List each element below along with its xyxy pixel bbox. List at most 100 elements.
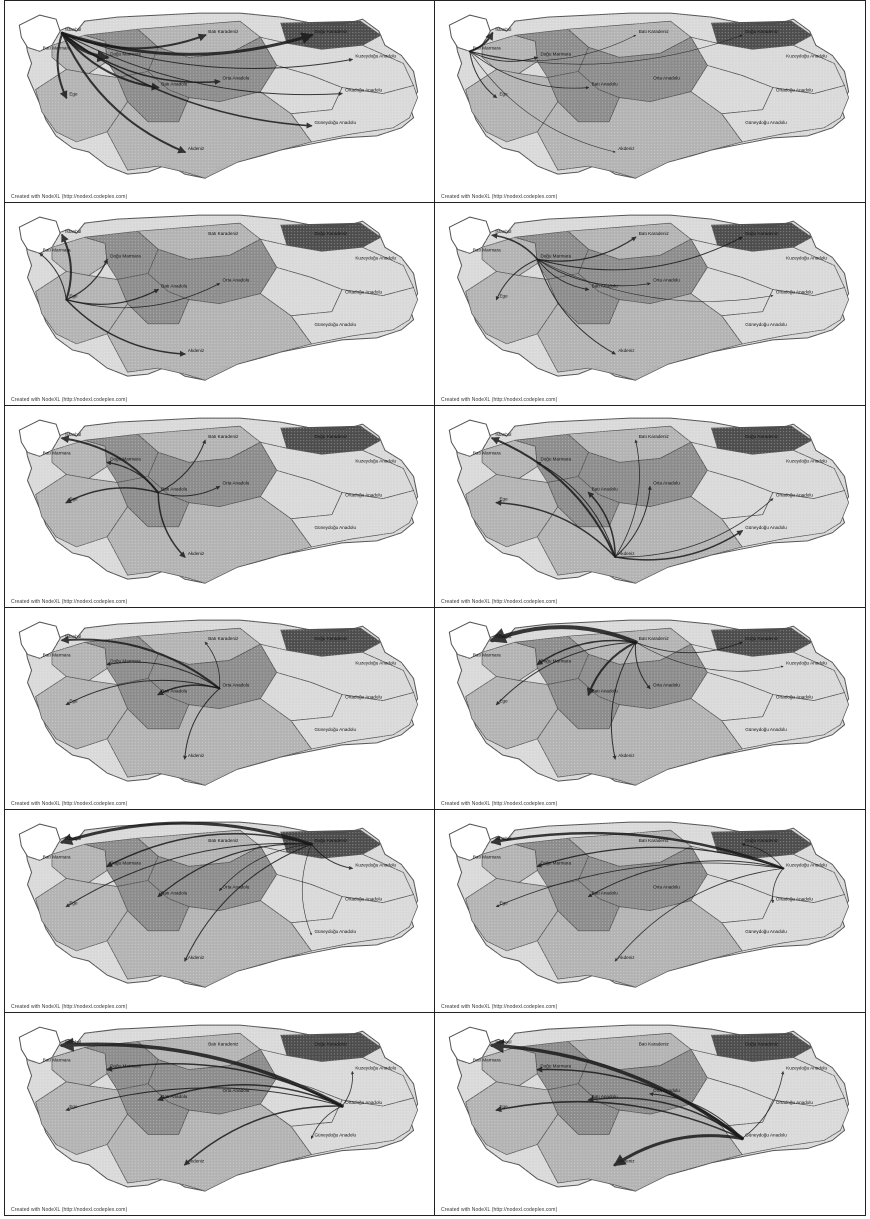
nodexl-caption: Created with NodeXL (http://nodexl.codep… <box>441 194 558 201</box>
region-label-istanbul: İstanbul <box>65 633 81 639</box>
region-label-guneydogu_anadolu: Güneydoğu Anadolu <box>745 120 787 125</box>
nodexl-caption: Created with NodeXL (http://nodexl.codep… <box>441 801 558 808</box>
region-label-dogu_karadeniz: Doğu Karadeniz <box>745 636 779 641</box>
flow-arrow-dogu_marmara <box>536 461 616 558</box>
region-label-guneydogu_anadolu: Güneydoğu Anadolu <box>745 1132 787 1137</box>
region-label-kuzeydogu_anadolu: Kuzeydoğu Anadolu <box>786 660 827 665</box>
region-label-dogu_marmara: Doğu Marmara <box>540 658 571 663</box>
region-label-orta_anadolu: Orta Anadolu <box>653 278 680 283</box>
region-label-ortadogu_anadolu: Ortadoğu Anadolu <box>345 88 382 93</box>
region-label-bati_karadeniz: Batı Karadeniz <box>639 636 670 641</box>
stipple-overlay <box>455 417 849 583</box>
region-label-akdeniz: Akdeniz <box>188 955 205 960</box>
region-label-akdeniz: Akdeniz <box>188 348 205 353</box>
region-label-orta_anadolu: Orta Anadolu <box>653 76 680 81</box>
region-label-ege: Ege <box>500 1104 509 1109</box>
flow-arrow-guneydogu_anadolu <box>614 529 744 561</box>
region-label-ege: Ege <box>500 496 509 501</box>
flow-arrow-istanbul <box>61 234 72 301</box>
flow-arrow-akdeniz <box>183 1104 343 1166</box>
flow-arrow-bati_marmara <box>39 253 67 301</box>
flow-arrow-orta_anadolu <box>634 641 651 690</box>
region-label-orta_anadolu: Orta Anadolu <box>653 885 680 890</box>
region-label-bati_marmara: Batı Marmara <box>473 1057 501 1062</box>
flow-arrow-akdeniz <box>184 844 312 963</box>
flow-arrow-ege <box>469 50 498 99</box>
flow-arrow-dogu_marmara <box>536 1066 743 1139</box>
map-panel-bati_karadeniz: İstanbul Batı Marmara Doğu Marmara Ege Batı … <box>435 607 865 811</box>
region-label-ortadogu_anadolu: Ortadoğu Anadolu <box>345 695 382 700</box>
flow-arrow-orta_anadolu <box>65 283 221 309</box>
flow-arrow-istanbul <box>468 31 494 53</box>
flow-arrow-akdeniz <box>613 1133 744 1166</box>
region-label-bati_karadeniz: Batı Karadeniz <box>208 636 239 641</box>
region-label-bati_anadolu: Batı Anadolu <box>592 486 618 491</box>
region-label-istanbul: İstanbul <box>65 431 81 437</box>
flow-arrow-bati_karadeniz <box>536 236 637 263</box>
region-label-ege: Ege <box>500 92 509 97</box>
flow-arrow-akdeniz <box>61 32 187 154</box>
region-label-dogu_marmara: Doğu Marmara <box>540 254 571 259</box>
flow-arrow-ege <box>65 486 159 504</box>
region-label-bati_karadeniz: Batı Karadeniz <box>639 434 670 439</box>
region-label-ege: Ege <box>69 92 78 97</box>
migration-map: İstanbul Batı Marmara Doğu Marmara Ege Batı … <box>448 214 850 382</box>
region-label-bati_karadeniz: Batı Karadeniz <box>208 1041 239 1046</box>
flow-arrow-dogu_marmara <box>469 50 539 62</box>
flow-arrow-bati_anadolu <box>469 50 590 90</box>
flow-arrow-istanbul <box>491 233 539 261</box>
region-label-kuzeydogu_anadolu: Kuzeydoğu Anadolu <box>786 863 827 868</box>
flow-arrow-istanbul <box>489 625 638 645</box>
migration-map: İstanbul Batı Marmara Doğu Marmara Ege Batı … <box>18 214 419 382</box>
stipple-overlay <box>455 13 849 179</box>
map-panel-guneydogu_anadolu: İstanbul Batı Marmara Doğu Marmara Ege Batı … <box>435 1012 865 1215</box>
region-label-bati_karadeniz: Batı Karadeniz <box>208 232 239 237</box>
flow-arrow-bati_karadeniz <box>614 439 640 558</box>
region-label-akdeniz: Akdeniz <box>188 753 205 758</box>
region-label-guneydogu_anadolu: Güneydoğu Anadolu <box>314 727 356 732</box>
flow-arrow-bati_anadolu <box>587 1096 743 1139</box>
region-label-akdeniz: Akdeniz <box>188 551 205 556</box>
region-label-ege: Ege <box>69 496 78 501</box>
flow-arrow-dogu_marmara <box>536 846 784 870</box>
migration-map: İstanbul Batı Marmara Doğu Marmara Ege Batı … <box>448 12 850 179</box>
region-label-ortadogu_anadolu: Ortadoğu Anadolu <box>776 88 813 93</box>
flow-arrow-ege <box>65 843 312 908</box>
flow-arrow-ege <box>495 499 616 558</box>
region-label-ortadogu_anadolu: Ortadoğu Anadolu <box>776 492 813 497</box>
region-label-istanbul: İstanbul <box>495 229 511 235</box>
flow-arrow-guneydogu_anadolu <box>61 32 313 129</box>
flow-arrow-bati_anadolu <box>587 491 616 558</box>
region-label-bati_anadolu: Batı Anadolu <box>161 284 187 289</box>
map-panel-istanbul: İstanbul Batı Marmara Doğu Marmara Ege Batı … <box>5 1 435 204</box>
flow-arrow-dogu_karadeniz <box>469 34 743 65</box>
flow-arrow-guneydogu_anadolu <box>310 1105 343 1139</box>
region-label-dogu_marmara: Doğu Marmara <box>110 861 141 866</box>
flow-arrow-guneydogu_anadolu <box>301 844 312 936</box>
region-label-bati_karadeniz: Batı Karadeniz <box>639 1041 670 1046</box>
flow-arrow-ege <box>495 862 784 908</box>
flow-arrow-orta_anadolu <box>157 485 221 497</box>
stipple-overlay <box>455 1024 849 1191</box>
stipple-overlay <box>25 215 418 381</box>
region-label-dogu_karadeniz: Doğu Karadeniz <box>745 232 779 237</box>
region-label-bati_marmara: Batı Marmara <box>43 652 71 657</box>
flow-arrow-ortadogu_anadolu <box>614 497 774 558</box>
region-label-ege: Ege <box>500 901 509 906</box>
region-label-orta_anadolu: Orta Anadolu <box>223 76 250 81</box>
region-label-kuzeydogu_anadolu: Kuzeydoğu Anadolu <box>355 660 396 665</box>
region-label-akdeniz: Akdeniz <box>618 146 635 151</box>
region-label-bati_anadolu: Batı Anadolu <box>592 1094 618 1099</box>
region-label-kuzeydogu_anadolu: Kuzeydoğu Anadolu <box>355 53 396 58</box>
region-label-ortadogu_anadolu: Ortadoğu Anadolu <box>345 492 382 497</box>
stipple-overlay <box>455 620 849 786</box>
region-label-istanbul: İstanbul <box>495 431 511 437</box>
region-label-orta_anadolu: Orta Anadolu <box>653 480 680 485</box>
flow-arrow-ortadogu_anadolu <box>770 868 784 904</box>
nodexl-caption: Created with NodeXL (http://nodexl.codep… <box>11 1206 128 1213</box>
region-label-akdeniz: Akdeniz <box>618 1158 635 1163</box>
region-label-bati_karadeniz: Batı Karadeniz <box>208 839 239 844</box>
flow-arrow-bati_karadeniz <box>157 439 207 493</box>
region-label-istanbul: İstanbul <box>495 836 511 842</box>
region-label-kuzeydogu_anadolu: Kuzeydoğu Anadolu <box>786 53 827 58</box>
